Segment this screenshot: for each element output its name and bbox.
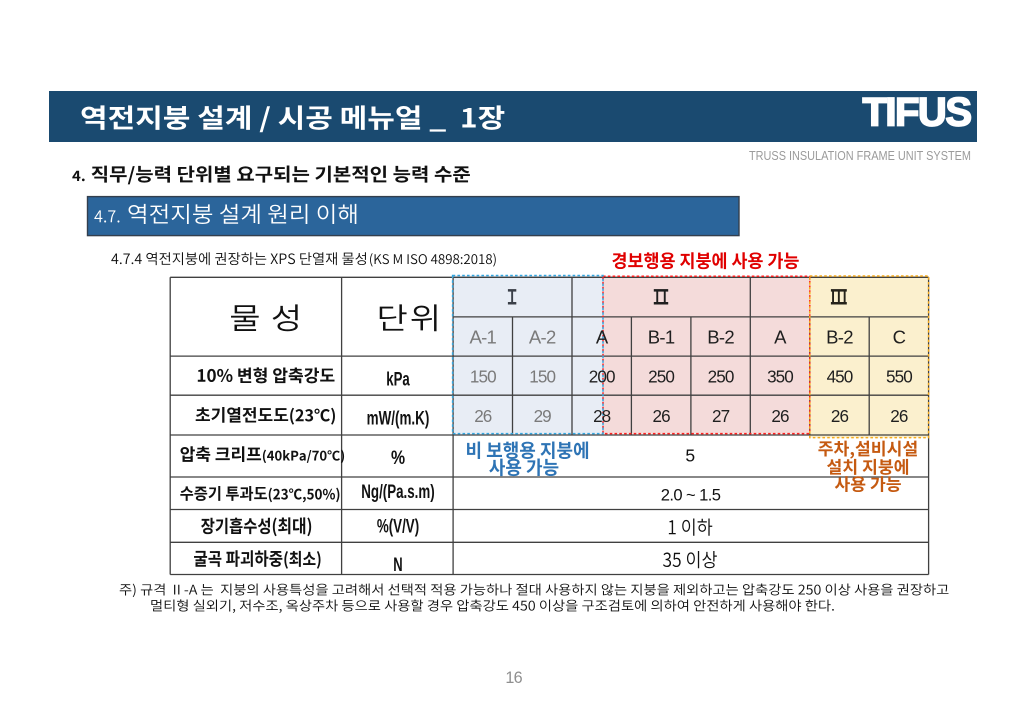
svg-text:5: 5: [685, 445, 695, 465]
svg-text:26: 26: [771, 407, 789, 426]
svg-text:kPa: kPa: [386, 370, 410, 391]
svg-text:350: 350: [767, 367, 793, 386]
svg-text:B-2: B-2: [707, 327, 734, 348]
svg-text:16: 16: [505, 669, 522, 687]
svg-text:mW/(m.K): mW/(m.K): [367, 409, 430, 430]
svg-text:B-1: B-1: [648, 327, 675, 348]
svg-text:450: 450: [827, 367, 853, 386]
svg-text:250: 250: [708, 367, 734, 386]
svg-text:Ng/(Pa.s.m): Ng/(Pa.s.m): [361, 482, 434, 503]
svg-text:TIFUS: TIFUS: [862, 91, 971, 135]
svg-text:2.0 ~ 1.5: 2.0 ~ 1.5: [661, 485, 721, 504]
svg-text:B-2: B-2: [826, 327, 853, 348]
svg-text:26: 26: [890, 407, 908, 426]
svg-text:A: A: [774, 327, 787, 348]
svg-text:200: 200: [589, 367, 615, 386]
svg-text:29: 29: [534, 407, 552, 426]
svg-text:A-2: A-2: [529, 327, 556, 348]
svg-text:26: 26: [831, 407, 849, 426]
svg-text:26: 26: [474, 407, 492, 426]
svg-text:C: C: [893, 327, 906, 348]
svg-text:150: 150: [529, 367, 555, 386]
svg-text:N: N: [393, 555, 402, 576]
svg-text:27: 27: [712, 407, 730, 426]
svg-text:%: %: [391, 448, 405, 469]
svg-text:250: 250: [648, 367, 674, 386]
svg-text:A: A: [596, 327, 609, 348]
svg-text:150: 150: [470, 367, 496, 386]
svg-text:26: 26: [652, 407, 670, 426]
svg-text:550: 550: [886, 367, 912, 386]
svg-text:A-1: A-1: [469, 327, 496, 348]
svg-text:TRUSS INSULATION FRAME UNIT SY: TRUSS INSULATION FRAME UNIT SYSTEM: [749, 148, 971, 163]
svg-text:%(V/V): %(V/V): [377, 517, 419, 538]
svg-text:28: 28: [593, 407, 611, 426]
